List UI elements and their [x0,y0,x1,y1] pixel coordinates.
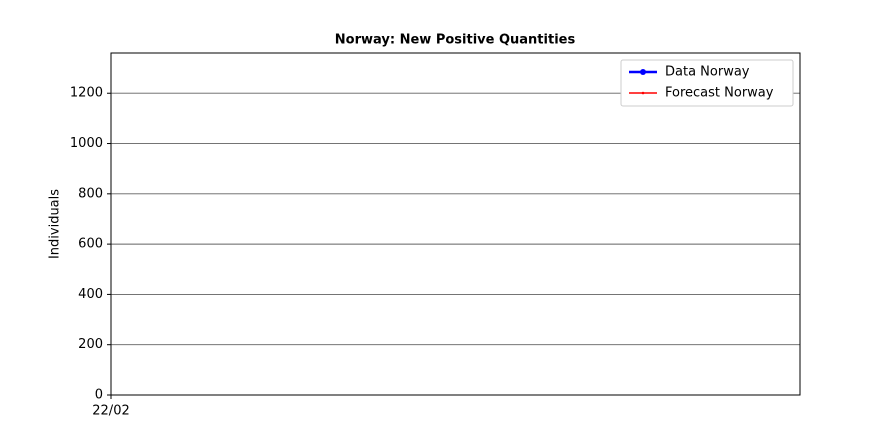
y-tick-label: 400 [78,287,103,302]
chart-title: Norway: New Positive Quantities [335,33,576,48]
legend-marker [640,69,646,75]
plot-frame [110,52,801,396]
legend-label: Data Norway [665,65,750,80]
legend: Data Norway Forecast Norway [620,59,794,107]
legend-label: Forecast Norway [665,86,774,101]
y-tick-label: 1000 [70,136,103,151]
x-tick-label: 22/02 [92,404,129,419]
y-axis-label: Individuals [48,189,63,259]
legend-marker [641,91,645,95]
y-tick-label: 600 [78,237,103,252]
y-tick-label: 200 [78,337,103,352]
y-tick-label: 800 [78,186,103,201]
y-tick-label: 1200 [70,86,103,101]
y-tick-label: 0 [95,388,103,403]
legend-box [620,59,794,107]
